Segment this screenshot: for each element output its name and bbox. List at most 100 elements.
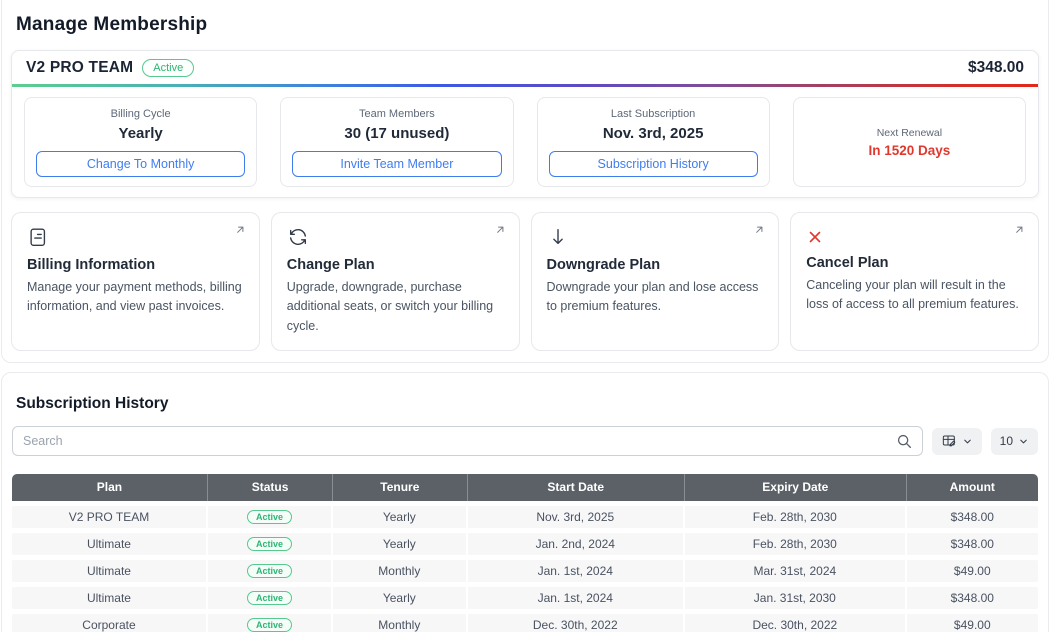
invoice-document-icon: [30, 228, 46, 246]
subscription-history-button[interactable]: Subscription History: [548, 151, 758, 177]
table-cell-status: Active: [208, 533, 334, 556]
table-cell-status: Active: [208, 506, 334, 529]
table-cell-start: Jan. 2nd, 2024: [468, 533, 686, 556]
column-header-status: Status: [208, 474, 334, 502]
external-link-icon: [756, 226, 763, 233]
invite-team-member-button[interactable]: Invite Team Member: [292, 151, 502, 177]
table-cell-tenure: Yearly: [333, 506, 468, 529]
column-header-expiry-date: Expiry Date: [685, 474, 907, 502]
search-icon: [897, 434, 911, 448]
table-body: V2 PRO TEAM Active Yearly Nov. 3rd, 2025 Feb…: [12, 506, 1038, 632]
table-cell-start: Jan. 1st, 2024: [468, 560, 686, 583]
arrow-down-icon: [552, 228, 563, 245]
team-members-box: Team Members 30 (17 unused) Invite Team …: [280, 97, 514, 187]
table-cell-status: Active: [208, 587, 334, 610]
membership-section: Manage Membership V2 PRO TEAM Active $34…: [1, 0, 1049, 364]
page-size-select[interactable]: 10: [990, 427, 1038, 455]
table-cell-amount: $348.00: [950, 591, 994, 606]
cancel-x-icon: [809, 231, 821, 243]
table-cell-start: Dec. 30th, 2022: [468, 614, 686, 632]
next-renewal-box: Next Renewal In 1520 Days: [792, 97, 1026, 187]
change-plan-title: Change Plan: [286, 257, 375, 273]
table-row: Corporate Active Monthly Dec. 30th, 2022 Dec…: [12, 614, 1038, 632]
last-subscription-label: Last Subscription: [610, 108, 696, 120]
table-edit-icon: [942, 435, 956, 447]
plan-gradient-bar: [12, 84, 1038, 87]
table-cell-amount: $348.00: [950, 537, 994, 552]
table-cell-plan: Ultimate: [12, 533, 208, 556]
table-cell-plan: Corporate: [12, 614, 208, 632]
table-cell-tenure: Yearly: [333, 533, 468, 556]
history-toolbar: 10: [12, 426, 1038, 457]
table-cell-start: Jan. 1st, 2024: [468, 587, 686, 610]
table-cell-tenure: Yearly: [333, 587, 468, 610]
subscription-history-title: Subscription History: [16, 395, 169, 413]
team-members-label: Team Members: [358, 108, 435, 120]
last-subscription-value: Nov. 3rd, 2025: [602, 125, 704, 142]
table-cell-plan: Ultimate: [12, 560, 208, 583]
next-renewal-value: In 1520 Days: [868, 143, 951, 158]
table-cell-amount: $49.00: [953, 564, 991, 579]
table-row: Ultimate Active Monthly Jan. 1st, 2024 Mar. …: [12, 560, 1038, 583]
table-cell-tenure: Monthly: [333, 560, 468, 583]
page-size-value: 10: [999, 434, 1013, 449]
table-header-row: Plan Status Tenure Start Date Expiry Date Amo…: [12, 474, 1038, 502]
change-plan-description: Upgrade, downgrade, purchase additional …: [286, 280, 494, 333]
table-cell-expiry: Feb. 28th, 2030: [685, 533, 907, 556]
table-row: Ultimate Active Yearly Jan. 2nd, 2024 Feb. 2…: [12, 533, 1038, 556]
downgrade-plan-title: Downgrade Plan: [546, 257, 661, 273]
billing-cycle-value: Yearly: [118, 125, 163, 142]
column-header-amount: Amount: [949, 480, 995, 495]
column-header-tenure: Tenure: [333, 474, 468, 502]
external-link-icon: [236, 226, 244, 233]
table-cell-plan: Ultimate: [12, 587, 208, 610]
column-header-plan: Plan: [12, 474, 208, 502]
billing-information-card[interactable]: Billing Information Manage your payment …: [11, 212, 260, 352]
table-cell-amount: $49.00: [953, 618, 991, 632]
team-members-value: 30 (17 unused): [344, 125, 450, 142]
table-cell-amount: $348.00: [950, 510, 994, 525]
status-badge: Active: [247, 564, 293, 579]
subscription-history-section: Subscription History 10: [1, 372, 1049, 632]
table-cell-expiry: Feb. 28th, 2030: [685, 506, 907, 529]
plan-summary-header: V2 PRO TEAM Active $348.00: [12, 51, 1038, 84]
table-cell-start: Nov. 3rd, 2025: [468, 506, 686, 529]
downgrade-plan-card[interactable]: Downgrade Plan Downgrade your plan and l…: [530, 212, 780, 352]
plan-price: $348.00: [967, 58, 1024, 76]
next-renewal-label: Next Renewal: [876, 127, 943, 139]
table-cell-plan: V2 PRO TEAM: [12, 506, 208, 529]
search-input[interactable]: [12, 426, 923, 457]
table-cell-expiry: Dec. 30th, 2022: [685, 614, 907, 632]
cancel-plan-card[interactable]: Cancel Plan Canceling your plan will res…: [790, 212, 1039, 352]
plan-status-badge: Active: [142, 58, 195, 77]
column-settings-button[interactable]: [931, 427, 982, 455]
external-link-icon: [496, 226, 503, 233]
table-cell-tenure: Monthly: [333, 614, 468, 632]
downgrade-plan-description: Downgrade your plan and lose access to p…: [546, 280, 759, 314]
billing-cycle-box: Billing Cycle Yearly Change To Monthly: [24, 97, 258, 187]
table-cell-status: Active: [208, 614, 334, 632]
plan-summary-card: V2 PRO TEAM Active $348.00 Billing Cycle…: [11, 50, 1039, 198]
change-plan-card[interactable]: Change Plan Upgrade, downgrade, purchase…: [270, 212, 520, 352]
page-title: Manage Membership: [16, 14, 208, 35]
billing-information-title: Billing Information: [27, 257, 156, 273]
status-badge: Active: [247, 618, 293, 632]
status-badge: Active: [247, 591, 293, 606]
change-to-monthly-button[interactable]: Change To Monthly: [36, 151, 246, 177]
status-badge: Active: [247, 510, 293, 525]
plan-info-boxes: Billing Cycle Yearly Change To Monthly T…: [12, 87, 1038, 197]
last-subscription-box: Last Subscription Nov. 3rd, 2025 Subscri…: [536, 97, 770, 187]
table-row: V2 PRO TEAM Active Yearly Nov. 3rd, 2025 Feb…: [12, 506, 1038, 529]
table-row: Ultimate Active Yearly Jan. 1st, 2024 Jan. 3…: [12, 587, 1038, 610]
column-header-start-date: Start Date: [468, 474, 686, 502]
plan-name: V2 PRO TEAM: [26, 58, 134, 76]
table-cell-expiry: Mar. 31st, 2024: [685, 560, 907, 583]
refresh-icon: [289, 228, 306, 246]
plan-action-cards: Billing Information Manage your payment …: [11, 212, 1039, 352]
billing-information-description: Manage your payment methods, billing inf…: [27, 280, 242, 314]
table-cell-expiry: Jan. 31st, 2030: [685, 587, 907, 610]
chevron-down-icon: [1020, 439, 1027, 444]
cancel-plan-description: Canceling your plan will result in the l…: [806, 278, 1019, 312]
subscription-history-table: Plan Status Tenure Start Date Expiry Date Amo…: [12, 474, 1038, 632]
